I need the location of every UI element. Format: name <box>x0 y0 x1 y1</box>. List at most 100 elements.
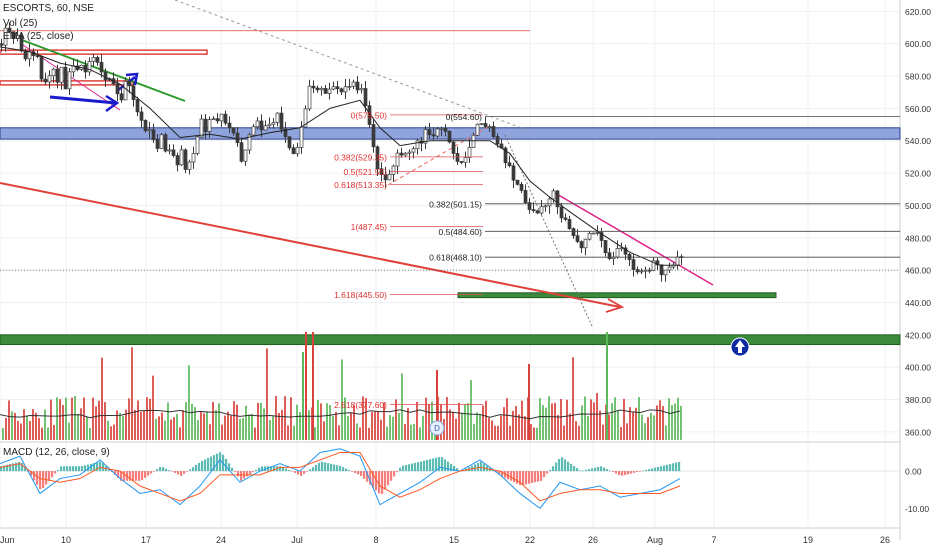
macd-histogram-bar <box>93 463 96 472</box>
price-tick-label: 540.00 <box>905 136 931 146</box>
macd-histogram-bar <box>192 467 195 472</box>
candle-body <box>315 87 320 91</box>
macd-histogram-bar <box>630 471 633 474</box>
macd-histogram-bar <box>240 471 243 481</box>
macd-histogram-bar <box>657 466 660 472</box>
candle-body <box>495 136 500 145</box>
macd-histogram-bar <box>315 465 318 472</box>
candle-body <box>167 149 172 152</box>
volume-bar <box>104 402 106 440</box>
candle-body <box>583 238 588 249</box>
candle-body <box>327 88 332 94</box>
dotted-trend-lower <box>504 134 593 327</box>
time-tick-label: 24 <box>216 535 226 545</box>
volume-bar <box>401 373 403 440</box>
candle-body <box>539 206 544 214</box>
macd-histogram-bar <box>294 471 297 474</box>
macd-histogram-bar <box>678 461 681 472</box>
macd-histogram-bar <box>444 459 447 472</box>
candle-body <box>175 155 180 166</box>
candle-body <box>427 129 432 136</box>
candle-body <box>639 270 644 273</box>
candle-body <box>567 219 572 230</box>
macd-histogram-bar <box>255 469 258 472</box>
volume-bar <box>530 424 532 440</box>
candle-body <box>411 148 416 153</box>
macd-indicator-label[interactable]: MACD (12, 26, close, 9) <box>3 447 110 458</box>
ema-indicator-label[interactable]: EMA (25, close) <box>3 31 74 42</box>
macd-histogram-bar <box>102 463 105 472</box>
volume-bar <box>128 398 130 440</box>
candle-body <box>243 149 248 162</box>
macd-histogram-bar <box>573 466 576 472</box>
macd-histogram-bar <box>186 471 189 472</box>
macd-histogram-bar <box>6 464 9 472</box>
volume-bar <box>260 402 262 440</box>
macd-histogram-bar <box>435 457 438 472</box>
volume-bar <box>596 393 598 440</box>
volume-bar <box>515 405 517 440</box>
macd-histogram-bar <box>141 471 144 481</box>
macd-histogram-bar <box>675 462 678 472</box>
macd-histogram-bar <box>69 466 72 472</box>
volume-bar <box>467 403 469 440</box>
candle-body <box>135 99 140 113</box>
volume-bar <box>134 409 136 440</box>
candle-body <box>463 157 468 163</box>
volume-bar <box>17 421 19 440</box>
time-tick-label: 22 <box>525 535 535 545</box>
macd-histogram-bar <box>645 469 648 472</box>
magenta-trend-line-right <box>554 192 714 286</box>
volume-bar <box>287 425 289 440</box>
volume-bar <box>539 398 541 440</box>
macd-histogram-bar <box>153 471 156 472</box>
volume-bar <box>662 406 664 440</box>
candle-body <box>239 142 244 162</box>
macd-histogram-bar <box>39 471 42 490</box>
volume-bar <box>371 411 373 440</box>
macd-histogram-bar <box>450 463 453 472</box>
macd-histogram-bar <box>381 471 384 494</box>
volume-spike <box>528 364 530 440</box>
fib-label-5: 1.618(445.50) <box>334 290 387 300</box>
volume-bar <box>194 407 196 440</box>
price-tick-label: 420.00 <box>905 330 931 340</box>
macd-histogram-bar <box>324 462 327 472</box>
candle-body <box>523 190 528 203</box>
macd-tick-label: 0.00 <box>905 467 922 477</box>
candles <box>0 22 684 282</box>
candle-body <box>439 128 444 130</box>
candle-body <box>147 129 152 132</box>
volume-bar <box>575 421 577 440</box>
candle-body <box>491 126 496 137</box>
volume-bar <box>545 407 547 440</box>
candle-body <box>231 127 236 134</box>
candle-body <box>51 68 56 77</box>
volume-indicator-label[interactable]: Vol (25) <box>3 18 38 29</box>
macd-histogram-bar <box>396 471 399 473</box>
fib-label-10: 0.618(468.10) <box>429 253 482 263</box>
macd-histogram-bar <box>549 469 552 472</box>
volume-bar <box>422 415 424 440</box>
candle-body <box>95 57 100 63</box>
volume-bar <box>611 403 613 440</box>
macd-histogram-bar <box>387 471 390 486</box>
volume-bar <box>377 411 379 440</box>
macd-histogram-bar <box>342 467 345 472</box>
macd-histogram-bar <box>303 471 306 474</box>
candle-body <box>99 61 104 73</box>
macd-histogram-bar <box>144 471 147 478</box>
volume-bar <box>551 403 553 440</box>
volume-bar <box>218 403 220 440</box>
macd-histogram-bar <box>519 471 522 486</box>
candle-body <box>35 55 40 57</box>
candle-body <box>199 118 204 138</box>
macd-histogram-bar <box>612 471 615 473</box>
candle-body <box>39 56 44 80</box>
candle-body <box>591 232 596 235</box>
macd-histogram-bar <box>417 462 420 472</box>
macd-histogram-bar <box>345 468 348 472</box>
volume-bar <box>254 427 256 440</box>
green-trend-line <box>21 39 186 102</box>
